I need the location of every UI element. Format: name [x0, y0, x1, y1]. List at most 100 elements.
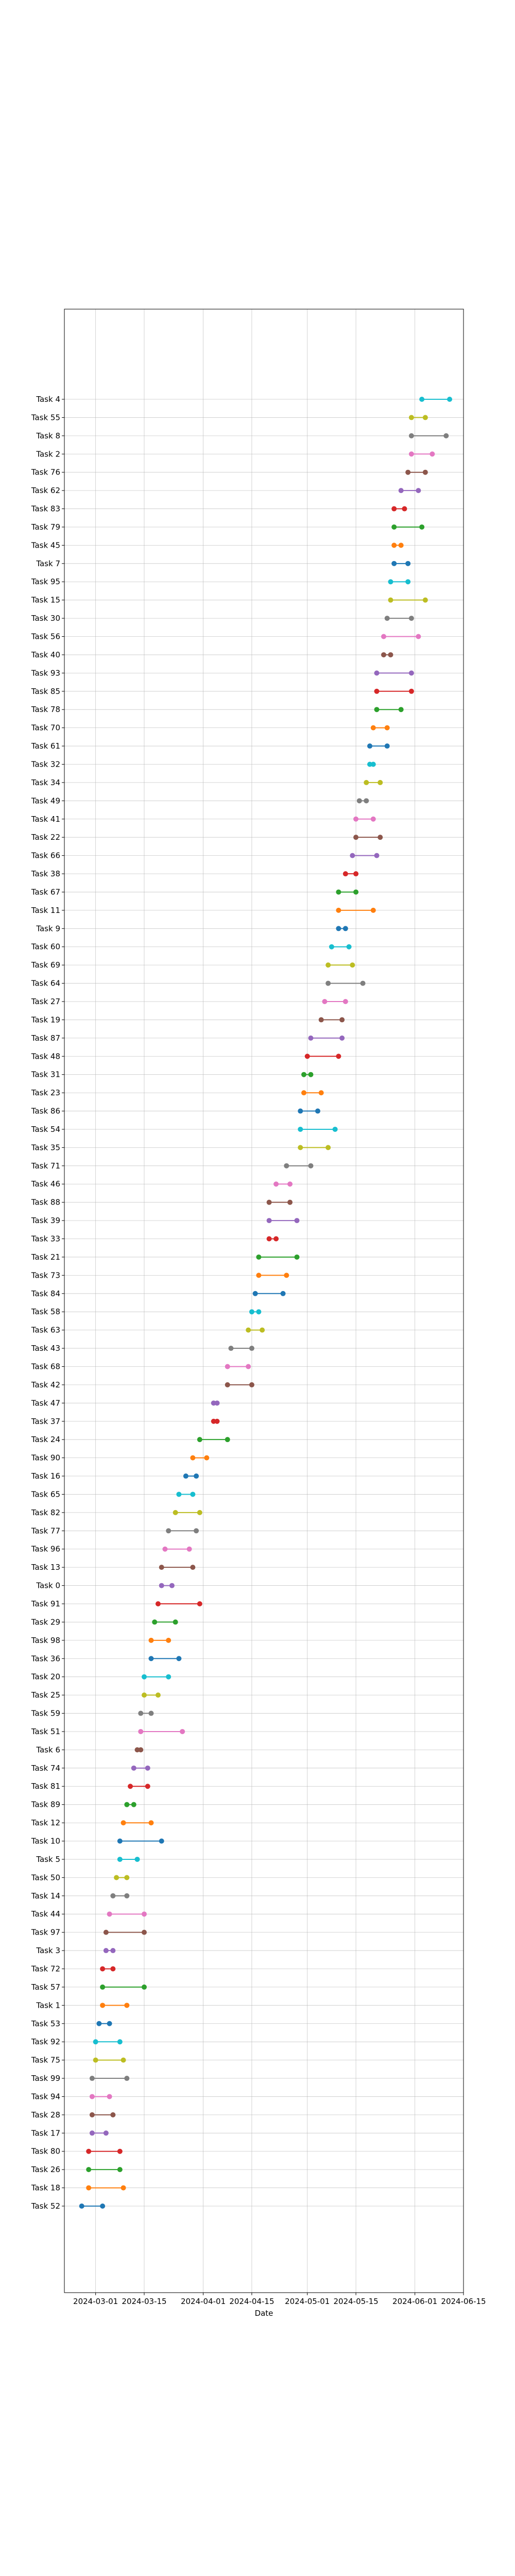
- task-label: Task 7: [36, 559, 60, 568]
- task-label: Task 41: [31, 815, 60, 824]
- task-start-dot: [398, 488, 404, 494]
- task-start-dot: [370, 725, 376, 731]
- task-label: Task 21: [31, 1252, 60, 1262]
- task-end-dot: [402, 506, 407, 512]
- task-label: Task 23: [31, 1088, 60, 1097]
- task-start-dot: [138, 1728, 144, 1734]
- task-end-dot: [148, 1710, 154, 1716]
- task-label: Task 51: [31, 1727, 60, 1736]
- task-end-dot: [142, 1929, 147, 1935]
- task-end-dot: [443, 433, 449, 438]
- task-start-dot: [148, 1637, 154, 1643]
- task-end-dot: [194, 1528, 199, 1534]
- task-label: Task 37: [31, 1417, 60, 1426]
- task-label: Task 91: [31, 1599, 60, 1608]
- task-label: Task 99: [31, 2074, 60, 2083]
- task-start-dot: [384, 616, 390, 621]
- task-label: Task 0: [36, 1581, 60, 1590]
- task-label: Task 65: [31, 1489, 60, 1499]
- x-tick-label: 2024-05-15: [333, 2297, 378, 2306]
- task-label: Task 30: [31, 614, 60, 623]
- task-end-dot: [408, 688, 414, 694]
- task-label: Task 97: [31, 1928, 60, 1937]
- x-axis: 2024-03-01 2024-03-15 2024-04-01 2024-04-15…: [73, 2293, 486, 2306]
- task-start-dot: [304, 1054, 310, 1059]
- task-label: Task 98: [31, 1636, 60, 1645]
- task-end-dot: [124, 1875, 130, 1880]
- task-start-dot: [381, 634, 386, 639]
- task-start-dot: [249, 1309, 254, 1315]
- task-end-dot: [287, 1181, 293, 1187]
- task-label: Task 16: [31, 1471, 60, 1481]
- task-label: Task 8: [36, 431, 60, 440]
- x-tick-label: 2024-04-15: [229, 2297, 274, 2306]
- task-end-dot: [408, 670, 414, 676]
- task-label: Task 88: [31, 1198, 60, 1207]
- task-label: Task 28: [31, 2110, 60, 2120]
- task-end-dot: [339, 1017, 345, 1023]
- task-start-dot: [353, 835, 359, 840]
- task-label: Task 57: [31, 1982, 60, 1992]
- task-label: Task 76: [31, 468, 60, 477]
- task-start-dot: [89, 2112, 95, 2117]
- task-label: Task 61: [31, 741, 60, 751]
- task-start-dot: [124, 1802, 130, 1807]
- task-label: Task 54: [31, 1125, 60, 1134]
- task-start-dot: [100, 1984, 106, 1990]
- task-end-dot: [131, 1802, 136, 1807]
- task-start-dot: [405, 469, 411, 475]
- task-end-dot: [176, 1656, 182, 1662]
- task-start-dot: [298, 1126, 303, 1132]
- task-end-dot: [142, 1911, 147, 1917]
- task-label: Task 26: [31, 2165, 60, 2174]
- task-label: Task 42: [31, 1380, 60, 1389]
- task-label: Task 49: [31, 796, 60, 805]
- task-start-dot: [298, 1108, 303, 1114]
- task-label: Task 64: [31, 979, 60, 988]
- task-end-dot: [422, 469, 428, 475]
- task-end-dot: [110, 1948, 116, 1954]
- task-end-dot: [364, 798, 369, 804]
- task-label: Task 68: [31, 1362, 60, 1371]
- task-end-dot: [173, 1619, 178, 1625]
- task-label: Task 48: [31, 1052, 60, 1061]
- task-label: Task 44: [31, 1909, 60, 1919]
- task-start-dot: [100, 2003, 106, 2008]
- task-label: Task 11: [31, 906, 60, 915]
- task-start-dot: [329, 944, 334, 950]
- task-label: Task 1: [36, 2001, 60, 2010]
- task-start-dot: [100, 1966, 106, 1972]
- task-end-dot: [155, 1692, 161, 1698]
- task-start-dot: [374, 707, 380, 713]
- task-end-dot: [398, 707, 404, 713]
- task-label: Task 87: [31, 1033, 60, 1043]
- task-start-dot: [159, 1583, 164, 1588]
- task-end-dot: [377, 835, 383, 840]
- task-label: Task 67: [31, 887, 60, 896]
- task-start-dot: [103, 1929, 109, 1935]
- task-start-dot: [256, 1273, 262, 1278]
- task-end-dot: [370, 907, 376, 913]
- task-label: Task 79: [31, 522, 60, 532]
- task-end-dot: [100, 2204, 106, 2209]
- task-start-dot: [89, 2130, 95, 2136]
- task-end-dot: [384, 743, 390, 749]
- task-label: Task 59: [31, 1709, 60, 1718]
- task-label: Task 25: [31, 1690, 60, 1700]
- task-start-dot: [159, 1565, 164, 1570]
- task-end-dot: [280, 1291, 286, 1296]
- task-start-dot: [367, 743, 373, 749]
- task-end-dot: [225, 1437, 230, 1443]
- task-label: Task 52: [31, 2201, 60, 2211]
- task-start-dot: [325, 980, 331, 986]
- task-start-dot: [89, 2076, 95, 2081]
- task-start-dot: [121, 1820, 126, 1826]
- task-label: Task 82: [31, 1508, 60, 1517]
- task-start-dot: [86, 2167, 92, 2173]
- task-end-dot: [190, 1492, 196, 1497]
- x-gridlines: [95, 309, 464, 2293]
- task-label: Task 84: [31, 1289, 60, 1298]
- task-start-dot: [86, 2185, 92, 2191]
- task-end-dot: [197, 1601, 202, 1606]
- task-end-dot: [339, 1035, 345, 1041]
